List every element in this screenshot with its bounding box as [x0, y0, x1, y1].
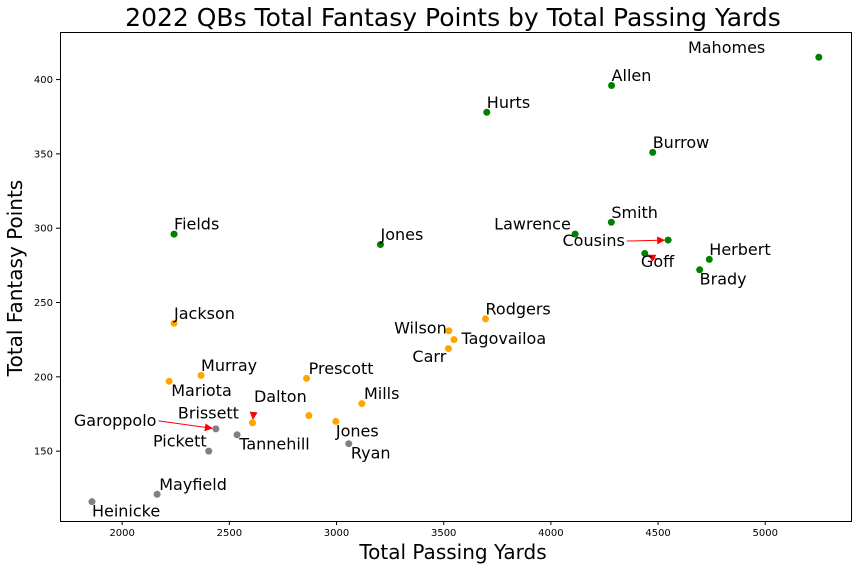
point-label: Tannehill	[238, 435, 310, 454]
point-label: Mariota	[171, 381, 232, 400]
y-axis-label: Total Fantasy Points	[3, 180, 27, 377]
point-label: Prescott	[309, 359, 374, 378]
point-label: Murray	[201, 356, 257, 375]
point-label: Smith	[611, 203, 658, 222]
point-label: Tagovailoa	[461, 329, 547, 348]
point-label: Dalton	[254, 387, 307, 406]
point-label: Brissett	[178, 403, 239, 422]
data-point	[649, 148, 657, 156]
data-point	[303, 374, 311, 382]
y-tick-label: 150	[34, 447, 53, 458]
data-point	[212, 425, 220, 433]
x-tick-label: 4000	[538, 528, 563, 539]
data-point	[305, 411, 313, 419]
annotation-arrow	[249, 411, 258, 420]
x-tick-label: 5000	[753, 528, 778, 539]
point-label: Burrow	[653, 133, 710, 152]
plot-frame	[60, 32, 852, 522]
x-tick-label: 4500	[645, 528, 670, 539]
point-label: Pickett	[153, 432, 207, 451]
point-label: Cousins	[562, 231, 624, 250]
data-points	[88, 53, 823, 506]
data-point	[358, 400, 366, 408]
data-point	[153, 490, 161, 498]
y-tick-label: 350	[34, 149, 53, 160]
point-label: Lawrence	[494, 215, 571, 234]
x-tick-label: 2000	[109, 528, 134, 539]
x-tick-label: 2500	[217, 528, 242, 539]
point-label: Carr	[412, 347, 446, 366]
point-label: Heinicke	[92, 502, 160, 521]
data-point	[696, 266, 704, 274]
data-point	[608, 82, 616, 90]
point-label: Mills	[364, 384, 399, 403]
data-point	[88, 498, 96, 506]
data-point	[571, 230, 579, 238]
data-point	[170, 319, 178, 327]
annotation-arrows	[158, 236, 666, 432]
y-tick-label: 300	[34, 224, 53, 235]
data-point	[641, 249, 649, 257]
data-point	[376, 241, 384, 249]
data-point	[483, 108, 491, 116]
y-tick-label: 250	[34, 298, 53, 309]
data-point	[165, 377, 173, 385]
data-point	[482, 315, 490, 323]
point-label: Mayfield	[159, 475, 227, 494]
point-label: Fields	[174, 215, 219, 234]
data-point	[815, 53, 823, 61]
point-label: Jones	[379, 225, 423, 244]
point-label: Garoppolo	[74, 411, 157, 430]
y-tick-label: 400	[34, 75, 53, 86]
data-point	[170, 230, 178, 238]
point-label: Ryan	[351, 444, 391, 463]
x-axis-label: Total Passing Yards	[358, 540, 546, 564]
point-label: Hurts	[487, 93, 530, 112]
point-label: Jackson	[173, 304, 235, 323]
data-point	[345, 440, 353, 448]
point-labels: Mahomes Allen Hurts Burrow Smith Lawrence Fiel…	[74, 38, 771, 521]
data-point	[233, 431, 241, 439]
point-label: Rodgers	[486, 299, 551, 318]
x-tick-label: 3500	[431, 528, 456, 539]
data-point	[445, 327, 453, 335]
data-point	[197, 371, 205, 379]
x-tick-label: 3000	[324, 528, 349, 539]
point-label: Wilson	[394, 319, 447, 338]
data-point	[332, 417, 340, 425]
data-point	[664, 236, 672, 244]
y-tick-label: 200	[34, 372, 53, 383]
data-point	[205, 447, 213, 455]
point-label: Jones	[335, 421, 379, 440]
point-label: Mahomes	[688, 38, 765, 57]
data-point	[607, 218, 615, 226]
annotation-arrow	[647, 254, 657, 262]
annotation-arrow	[158, 420, 213, 432]
chart-title: 2022 QBs Total Fantasy Points by Total P…	[125, 3, 781, 32]
data-point	[444, 345, 452, 353]
data-point	[450, 336, 458, 344]
point-label: Herbert	[709, 240, 770, 259]
point-label: Brady	[700, 270, 747, 289]
data-point	[248, 419, 256, 427]
annotation-arrow	[626, 236, 666, 245]
data-point	[705, 255, 713, 263]
point-label: Goff	[641, 252, 675, 271]
axis-ticks: 2000 2500 3000 3500 4000 4500 5000 150 200 250 300…	[34, 75, 778, 539]
point-label: Allen	[612, 66, 652, 85]
